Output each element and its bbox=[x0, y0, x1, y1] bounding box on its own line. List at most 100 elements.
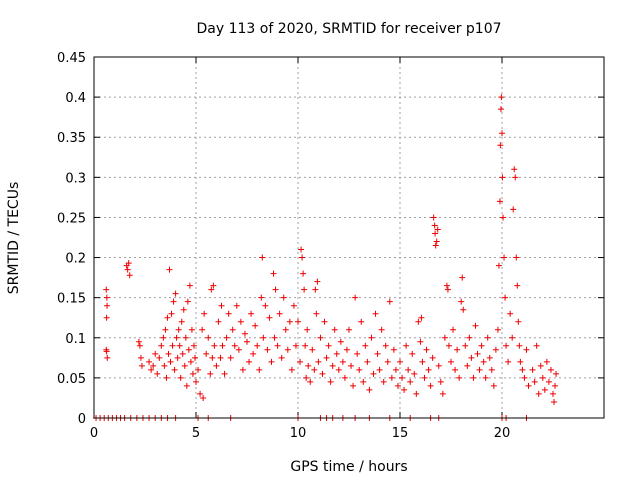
data-point bbox=[156, 354, 163, 361]
data-point bbox=[138, 362, 145, 369]
data-point bbox=[413, 390, 420, 397]
y-axis-label: SRMTID / TECUs bbox=[6, 182, 22, 295]
data-point bbox=[360, 378, 367, 385]
data-point bbox=[394, 382, 401, 389]
data-point bbox=[166, 266, 173, 273]
data-point bbox=[470, 374, 477, 381]
data-point bbox=[415, 318, 422, 325]
data-point bbox=[533, 342, 540, 349]
data-point bbox=[178, 318, 185, 325]
y-tick-label: 0.1 bbox=[65, 332, 86, 347]
data-point bbox=[321, 318, 328, 325]
data-point bbox=[335, 366, 342, 373]
data-point bbox=[258, 294, 265, 301]
data-point bbox=[284, 346, 291, 353]
data-point bbox=[146, 358, 153, 365]
data-point bbox=[462, 342, 469, 349]
data-point bbox=[466, 334, 473, 341]
data-point bbox=[495, 262, 502, 269]
data-point bbox=[352, 294, 359, 301]
data-point bbox=[205, 334, 212, 341]
y-tick-label: 0.35 bbox=[57, 131, 86, 146]
data-point bbox=[460, 306, 467, 313]
data-point bbox=[521, 374, 528, 381]
data-point bbox=[519, 366, 526, 373]
data-point bbox=[541, 386, 548, 393]
data-point bbox=[409, 350, 416, 357]
data-point bbox=[494, 326, 501, 333]
data-point bbox=[169, 342, 176, 349]
data-point bbox=[435, 362, 442, 369]
data-point bbox=[535, 390, 542, 397]
data-point bbox=[443, 282, 450, 289]
data-point bbox=[217, 354, 224, 361]
data-point bbox=[152, 350, 159, 357]
data-point bbox=[476, 366, 483, 373]
y-tick-label: 0.05 bbox=[57, 372, 86, 387]
data-point bbox=[430, 214, 437, 221]
data-point bbox=[388, 374, 395, 381]
data-point bbox=[437, 378, 444, 385]
x-tick-label: 0 bbox=[90, 426, 98, 441]
data-point bbox=[513, 254, 520, 261]
data-point bbox=[543, 358, 550, 365]
data-point bbox=[307, 378, 314, 385]
data-point bbox=[219, 342, 226, 349]
data-point bbox=[171, 366, 178, 373]
data-point bbox=[517, 358, 524, 365]
data-point bbox=[319, 370, 326, 377]
data-point bbox=[188, 326, 195, 333]
data-point bbox=[237, 318, 244, 325]
data-point bbox=[454, 346, 461, 353]
data-point bbox=[480, 358, 487, 365]
data-point bbox=[507, 310, 514, 317]
data-point bbox=[163, 374, 170, 381]
data-point bbox=[312, 286, 319, 293]
data-point bbox=[482, 374, 489, 381]
data-point bbox=[431, 222, 438, 229]
data-point bbox=[551, 398, 558, 405]
data-point bbox=[341, 374, 348, 381]
data-point bbox=[403, 342, 410, 349]
data-point bbox=[200, 394, 207, 401]
data-point bbox=[550, 390, 556, 397]
data-point bbox=[244, 338, 250, 345]
data-point bbox=[450, 326, 457, 333]
data-point bbox=[346, 326, 352, 333]
data-point bbox=[262, 302, 269, 309]
data-point bbox=[103, 294, 110, 301]
data-point bbox=[523, 346, 530, 353]
data-point bbox=[427, 382, 434, 389]
data-point bbox=[444, 286, 451, 293]
data-point bbox=[419, 358, 426, 365]
data-point bbox=[545, 378, 552, 385]
data-point bbox=[165, 350, 172, 357]
data-point bbox=[370, 370, 377, 377]
data-point bbox=[378, 326, 385, 333]
data-point bbox=[168, 310, 175, 317]
data-point bbox=[256, 366, 263, 373]
data-point bbox=[432, 230, 439, 237]
data-point bbox=[497, 106, 504, 113]
data-point bbox=[390, 346, 397, 353]
data-point bbox=[539, 374, 546, 381]
data-point bbox=[301, 286, 308, 293]
data-point bbox=[233, 302, 240, 309]
data-point bbox=[179, 350, 186, 357]
data-point bbox=[264, 346, 271, 353]
data-point bbox=[158, 342, 165, 349]
data-point bbox=[272, 286, 279, 293]
data-point bbox=[203, 350, 210, 357]
data-point bbox=[274, 342, 281, 349]
data-point bbox=[126, 272, 133, 279]
data-point bbox=[488, 366, 495, 373]
data-point bbox=[503, 342, 510, 349]
data-point bbox=[510, 206, 517, 213]
data-point bbox=[350, 382, 357, 389]
data-point bbox=[499, 174, 506, 181]
data-point bbox=[210, 282, 217, 289]
data-point bbox=[552, 382, 559, 389]
data-point bbox=[181, 362, 188, 369]
data-point bbox=[498, 94, 505, 101]
y-tick-label: 0.4 bbox=[65, 91, 86, 106]
